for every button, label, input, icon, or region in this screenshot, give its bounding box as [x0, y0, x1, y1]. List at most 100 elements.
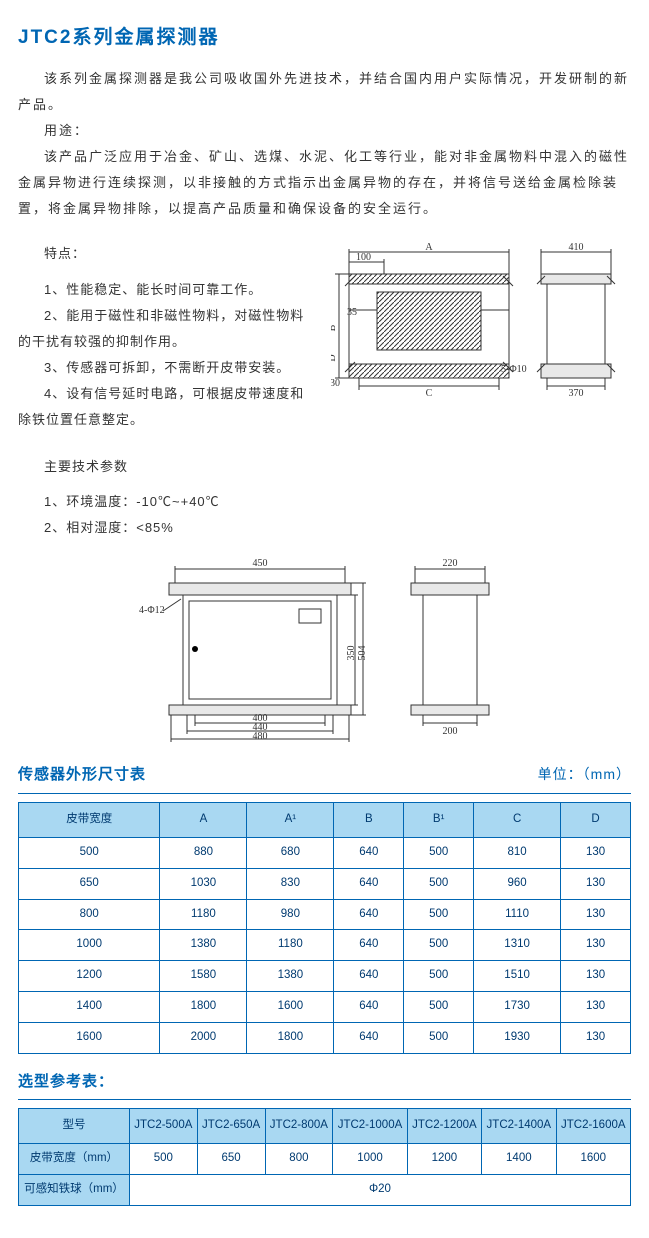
- table1-title: 传感器外形尺寸表: [18, 761, 146, 790]
- t2-cell-0-4: 1000: [333, 1144, 407, 1175]
- selection-table: 型号JTC2-500AJTC2-650AJTC2-800AJTC2-1000AJ…: [18, 1108, 631, 1206]
- t1-cell-4-0: 1200: [19, 961, 160, 992]
- t1-cell-4-6: 130: [561, 961, 631, 992]
- t2-col-4: JTC2-1000A: [333, 1109, 407, 1144]
- t1-cell-3-3: 640: [334, 930, 404, 961]
- t1-cell-4-2: 1380: [247, 961, 334, 992]
- t1-cell-1-5: 960: [474, 868, 561, 899]
- t2-cell-0-7: 1600: [556, 1144, 630, 1175]
- t1-cell-3-6: 130: [561, 930, 631, 961]
- table1-title-row: 传感器外形尺寸表 单位：（mm）: [18, 761, 631, 794]
- dim-450: 450: [252, 558, 267, 569]
- t2-cell-1-1: Φ20: [129, 1174, 630, 1205]
- t1-cell-5-6: 130: [561, 992, 631, 1023]
- dim-100: 100: [356, 252, 371, 263]
- t1-cell-4-5: 1510: [474, 961, 561, 992]
- t1-cell-6-5: 1930: [474, 1022, 561, 1053]
- t1-col-2: A¹: [247, 802, 334, 837]
- feature-3: 3、传感器可拆卸，不需断开皮带安装。: [18, 355, 313, 381]
- t1-cell-2-2: 980: [247, 899, 334, 930]
- t1-col-0: 皮带宽度: [19, 802, 160, 837]
- dim-hole2: 4-Φ12: [139, 605, 165, 616]
- t1-col-5: C: [474, 802, 561, 837]
- t1-cell-2-0: 800: [19, 899, 160, 930]
- t1-cell-1-6: 130: [561, 868, 631, 899]
- t1-cell-0-4: 500: [404, 837, 474, 868]
- dim-350: 350: [346, 646, 357, 661]
- t1-cell-1-3: 640: [334, 868, 404, 899]
- t1-col-3: B: [334, 802, 404, 837]
- feature-4: 4、设有信号延时电路，可根据皮带速度和除铁位置任意整定。: [18, 381, 313, 433]
- page-title: JTC2系列金属探测器: [18, 20, 631, 56]
- t1-col-6: D: [561, 802, 631, 837]
- features-label: 特点：: [18, 242, 313, 267]
- t2-cell-0-6: 1400: [482, 1144, 556, 1175]
- t1-col-4: B¹: [404, 802, 474, 837]
- t1-cell-6-1: 2000: [160, 1022, 247, 1053]
- t2-col-2: JTC2-650A: [197, 1109, 265, 1144]
- t1-cell-4-4: 500: [404, 961, 474, 992]
- t1-cell-3-1: 1380: [160, 930, 247, 961]
- t1-cell-5-5: 1730: [474, 992, 561, 1023]
- dim-480: 480: [252, 731, 267, 742]
- t1-cell-0-0: 500: [19, 837, 160, 868]
- t2-col-1: JTC2-500A: [129, 1109, 197, 1144]
- features-list: 1、性能稳定、能长时间可靠工作。 2、能用于磁性和非磁性物料，对磁性物料的干扰有…: [18, 277, 313, 433]
- dim-504: 504: [357, 646, 368, 661]
- diagram-2: 450 4-Φ12 400 440 480: [135, 555, 515, 745]
- t1-cell-2-5: 1110: [474, 899, 561, 930]
- dim-D: D: [331, 354, 338, 361]
- dim-30: 30: [331, 378, 340, 389]
- t2-cell-0-2: 650: [197, 1144, 265, 1175]
- t1-cell-6-4: 500: [404, 1022, 474, 1053]
- t1-cell-4-1: 1580: [160, 961, 247, 992]
- t2-cell-0-0: 皮带宽度（mm）: [19, 1144, 130, 1175]
- use-label: 用途：: [18, 118, 631, 144]
- dim-A: A: [425, 242, 433, 253]
- t1-cell-6-3: 640: [334, 1022, 404, 1053]
- dim-410: 410: [569, 242, 584, 253]
- t1-cell-6-2: 1800: [247, 1022, 334, 1053]
- feature-2: 2、能用于磁性和非磁性物料，对磁性物料的干扰有较强的抑制作用。: [18, 303, 313, 355]
- t1-cell-5-3: 640: [334, 992, 404, 1023]
- t1-cell-5-2: 1600: [247, 992, 334, 1023]
- t2-col-0: 型号: [19, 1109, 130, 1144]
- dim-200: 200: [442, 726, 457, 737]
- t2-cell-0-5: 1200: [407, 1144, 481, 1175]
- t2-cell-0-1: 500: [129, 1144, 197, 1175]
- t1-cell-1-4: 500: [404, 868, 474, 899]
- dim-220: 220: [442, 558, 457, 569]
- t2-cell-1-0: 可感知铁球（mm）: [19, 1174, 130, 1205]
- t1-col-1: A: [160, 802, 247, 837]
- table1-unit: 单位：（mm）: [538, 761, 631, 790]
- diagram-1: A 100 B 35 D: [331, 234, 631, 414]
- dim-C: C: [426, 388, 433, 399]
- t2-col-5: JTC2-1200A: [407, 1109, 481, 1144]
- t1-cell-6-6: 130: [561, 1022, 631, 1053]
- t2-col-6: JTC2-1400A: [482, 1109, 556, 1144]
- t1-cell-3-2: 1180: [247, 930, 334, 961]
- dim-370: 370: [569, 388, 584, 399]
- dim-B: B: [331, 324, 338, 331]
- t1-cell-4-3: 640: [334, 961, 404, 992]
- t1-cell-2-6: 130: [561, 899, 631, 930]
- t1-cell-2-3: 640: [334, 899, 404, 930]
- t1-cell-3-5: 1310: [474, 930, 561, 961]
- table2-title-row: 选型参考表：: [18, 1068, 631, 1101]
- t1-cell-1-1: 1030: [160, 868, 247, 899]
- t1-cell-3-0: 1000: [19, 930, 160, 961]
- t1-cell-0-6: 130: [561, 837, 631, 868]
- table2-title: 选型参考表：: [18, 1068, 114, 1097]
- intro-block: 该系列金属探测器是我公司吸收国外先进技术，并结合国内用户实际情况，开发研制的新产…: [18, 66, 631, 222]
- t2-col-3: JTC2-800A: [265, 1109, 333, 1144]
- t1-cell-0-5: 810: [474, 837, 561, 868]
- t2-cell-0-3: 800: [265, 1144, 333, 1175]
- t1-cell-5-0: 1400: [19, 992, 160, 1023]
- t1-cell-2-4: 500: [404, 899, 474, 930]
- specs-list: 1、环境温度：-10℃~+40℃ 2、相对湿度：<85%: [18, 489, 313, 541]
- spec-2: 2、相对湿度：<85%: [18, 515, 313, 541]
- t1-cell-5-1: 1800: [160, 992, 247, 1023]
- t1-cell-0-1: 880: [160, 837, 247, 868]
- dimensions-table: 皮带宽度AA¹BB¹CD 500880680640500810130650103…: [18, 802, 631, 1054]
- t1-cell-0-2: 680: [247, 837, 334, 868]
